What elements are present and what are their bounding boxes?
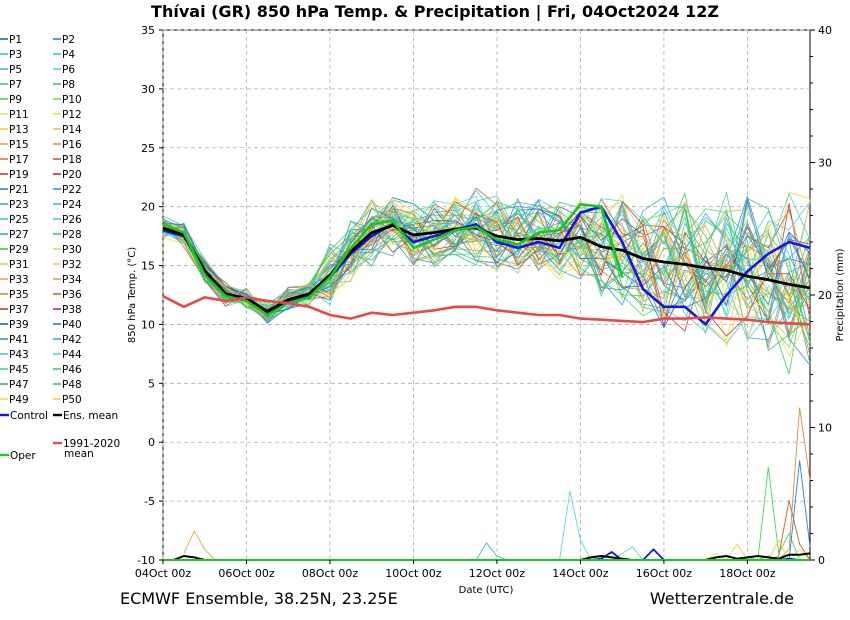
legend-label-p32: P32: [62, 259, 82, 271]
legend-label-p8: P8: [62, 79, 75, 91]
precip-member-4: [695, 460, 811, 561]
x-tick-label: 18Oct 00z: [719, 567, 776, 580]
y-tick-label: 0: [148, 436, 155, 449]
legend-label-p7: P7: [9, 79, 22, 91]
legend-label-p36: P36: [62, 289, 82, 301]
legend-label-p22: P22: [62, 184, 82, 196]
y-tick-label: 20: [141, 201, 155, 214]
y2-tick-label: 40: [818, 24, 832, 37]
legend-label-p5: P5: [9, 64, 22, 76]
legend-label-p2: P2: [62, 34, 75, 46]
chart-title: Thívai (GR) 850 hPa Temp. & Precipitatio…: [151, 2, 719, 22]
legend-label-p19: P19: [9, 169, 29, 181]
legend-label-p1: P1: [9, 34, 22, 46]
legend-label-oper: Oper: [10, 450, 36, 462]
x-tick-label: 08Oct 00z: [302, 567, 359, 580]
member-line-p48: [162, 191, 811, 375]
precip-member-3: [695, 467, 810, 561]
legend-label-p45: P45: [9, 364, 29, 376]
precip-member-7: [423, 542, 518, 561]
legend-label-p46: P46: [62, 364, 82, 376]
legend-label-p4: P4: [62, 49, 75, 61]
member-line-p25: [162, 210, 811, 322]
legend-label-p23: P23: [9, 199, 29, 211]
legend-label-p50: P50: [62, 394, 82, 406]
x-axis-label: Date (UTC): [459, 585, 514, 596]
legend-label-p14: P14: [62, 124, 82, 136]
legend-label-p47: P47: [9, 379, 29, 391]
x-tick-label: 06Oct 00z: [218, 567, 275, 580]
precip-member-0: [183, 529, 216, 561]
member-line-p46: [162, 191, 811, 344]
legend-label-p17: P17: [9, 154, 29, 166]
legend-label-p15: P15: [9, 139, 29, 151]
y-tick-label: 35: [141, 24, 155, 37]
series-oper: [162, 202, 624, 317]
legend-label-p9: P9: [9, 94, 22, 106]
legend-label-p38: P38: [62, 304, 82, 316]
legend-label-p26: P26: [62, 214, 82, 226]
legend-label-p27: P27: [9, 229, 29, 241]
legend-label-p21: P21: [9, 184, 29, 196]
legend-label-p6: P6: [62, 64, 75, 76]
legend-label-control: Control: [10, 410, 48, 422]
x-tick-label: 14Oct 00z: [552, 567, 609, 580]
footer-brand: Wetterzentrale.de: [650, 589, 794, 608]
legend-label-p29: P29: [9, 244, 29, 256]
legend-label-p37: P37: [9, 304, 29, 316]
y-tick-label: 15: [141, 260, 155, 273]
legend-label-p30: P30: [62, 244, 82, 256]
legend-label-clim-line2: mean: [64, 448, 94, 460]
legend-label-p34: P34: [62, 274, 82, 286]
y-tick-label: 10: [141, 318, 155, 331]
legend-label-p48: P48: [62, 379, 82, 391]
legend-label-mean: Ens. mean: [63, 410, 118, 422]
footer-source: ECMWF Ensemble, 38.25N, 23.25E: [120, 589, 398, 608]
legend-label-p16: P16: [62, 139, 82, 151]
y-tick-label: -10: [137, 554, 155, 567]
member-line-p9: [162, 208, 811, 347]
precip-member-6: [695, 500, 811, 561]
legend-label-p13: P13: [9, 124, 29, 136]
y-tick-label: 5: [148, 377, 155, 390]
legend-label-p40: P40: [62, 319, 82, 331]
member-line-p42: [162, 204, 811, 344]
legend-label-p11: P11: [9, 109, 29, 121]
legend-label-p49: P49: [9, 394, 29, 406]
legend-label-p39: P39: [9, 319, 29, 331]
legend-label-p35: P35: [9, 289, 29, 301]
legend-label-p31: P31: [9, 259, 29, 271]
legend-label-p43: P43: [9, 349, 29, 361]
legend-label-p18: P18: [62, 154, 82, 166]
precip-member-2: [695, 407, 811, 561]
legend-label-p3: P3: [9, 49, 22, 61]
legend-label-p28: P28: [62, 229, 82, 241]
y-axis-label: 850 hPa Temp. (°C): [127, 247, 138, 343]
y-tick-label: 25: [141, 142, 155, 155]
x-tick-label: 10Oct 00z: [385, 567, 442, 580]
legend-label-p25: P25: [9, 214, 29, 226]
legend-label-p33: P33: [9, 274, 29, 286]
y2-tick-label: 0: [818, 554, 825, 567]
y2-axis-label: Precipitation (mm): [835, 248, 846, 341]
legend-label-clim: 1991-2020: [63, 438, 120, 450]
x-tick-label: 16Oct 00z: [636, 567, 693, 580]
y-tick-label: 30: [141, 83, 155, 96]
series-1991-2020-mean: [162, 295, 811, 326]
y2-tick-label: 10: [818, 422, 832, 435]
legend-label-p44: P44: [62, 349, 82, 361]
legend-label-p20: P20: [62, 169, 82, 181]
legend-label-p12: P12: [62, 109, 82, 121]
y2-tick-label: 20: [818, 289, 832, 302]
y-tick-label: -5: [144, 495, 155, 508]
legend-label-p42: P42: [62, 334, 82, 346]
legend-label-p41: P41: [9, 334, 29, 346]
x-tick-label: 04Oct 00z: [135, 567, 192, 580]
legend-label-p24: P24: [62, 199, 82, 211]
y2-tick-label: 30: [818, 157, 832, 170]
legend-label-p10: P10: [62, 94, 82, 106]
x-tick-label: 12Oct 00z: [469, 567, 526, 580]
